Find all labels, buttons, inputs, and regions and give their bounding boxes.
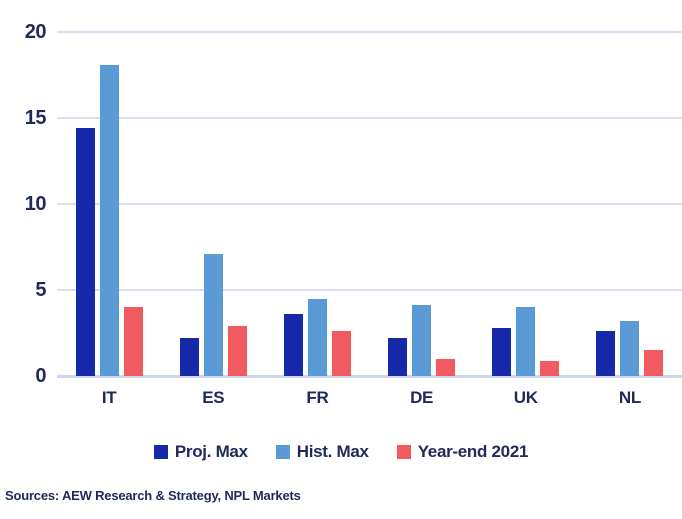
x-axis-label-es: ES (202, 388, 225, 407)
bar-de-year-end-2021 (436, 358, 456, 376)
bar-es-hist-max (203, 253, 223, 376)
legend-swatch-year-end-2021 (396, 445, 411, 459)
legend-item-proj-max: Proj. Max (153, 442, 248, 462)
gridline-15 (57, 117, 682, 119)
bar-group-nl (578, 32, 682, 376)
gridline-10 (57, 203, 682, 205)
bar-uk-proj-max (492, 327, 512, 376)
gridline-5 (57, 289, 682, 291)
bar-uk-hist-max (516, 307, 536, 376)
legend-label-year-end-2021: Year-end 2021 (417, 442, 529, 461)
bar-es-year-end-2021 (227, 326, 247, 376)
bar-group-es (161, 32, 265, 376)
bar-es-proj-max (179, 338, 199, 376)
x-axis-label-nl: NL (618, 388, 641, 407)
bar-uk-year-end-2021 (540, 360, 560, 376)
bar-de-hist-max (412, 305, 432, 376)
bar-group-de (370, 32, 474, 376)
source-note: Sources: AEW Research & Strategy, NPL Ma… (5, 488, 301, 503)
bar-fr-year-end-2021 (331, 331, 351, 376)
bar-nl-proj-max (596, 331, 616, 376)
y-tick-label-20: 20 (24, 21, 47, 43)
x-axis-label-uk: UK (513, 388, 538, 407)
bar-fr-hist-max (307, 298, 327, 376)
bar-nl-year-end-2021 (644, 350, 664, 376)
bar-groups (57, 32, 682, 376)
y-tick-label-15: 15 (24, 107, 47, 129)
x-axis-labels: IT ES FR DE UK NL (57, 388, 682, 408)
legend-item-year-end-2021: Year-end 2021 (396, 442, 529, 462)
gridline-0 (57, 375, 682, 378)
bar-it-year-end-2021 (123, 307, 143, 376)
bar-group-uk (474, 32, 578, 376)
y-tick-label-10: 10 (24, 193, 47, 215)
legend-swatch-hist-max (275, 445, 290, 459)
legend-swatch-proj-max (153, 445, 168, 459)
legend-item-hist-max: Hist. Max (275, 442, 369, 462)
bar-it-proj-max (75, 128, 95, 376)
x-axis-label-de: DE (410, 388, 434, 407)
gridline-20 (57, 31, 682, 33)
y-axis-labels: 0 5 10 15 20 (0, 21, 47, 387)
bar-group-it (57, 32, 161, 376)
plot-area (57, 31, 682, 378)
bar-it-hist-max (99, 64, 119, 376)
legend-label-proj-max: Proj. Max (174, 442, 248, 461)
legend-label-hist-max: Hist. Max (296, 442, 369, 461)
bar-group-fr (265, 32, 369, 376)
y-tick-label-0: 0 (35, 365, 46, 387)
x-axis-label-it: IT (101, 388, 117, 407)
bar-nl-hist-max (620, 320, 640, 376)
bar-fr-proj-max (283, 314, 303, 376)
bar-de-proj-max (388, 338, 408, 376)
y-tick-label-5: 5 (35, 279, 46, 301)
legend: Proj. Max Hist. Max Year-end 2021 (0, 442, 682, 462)
x-axis-label-fr: FR (306, 388, 329, 407)
